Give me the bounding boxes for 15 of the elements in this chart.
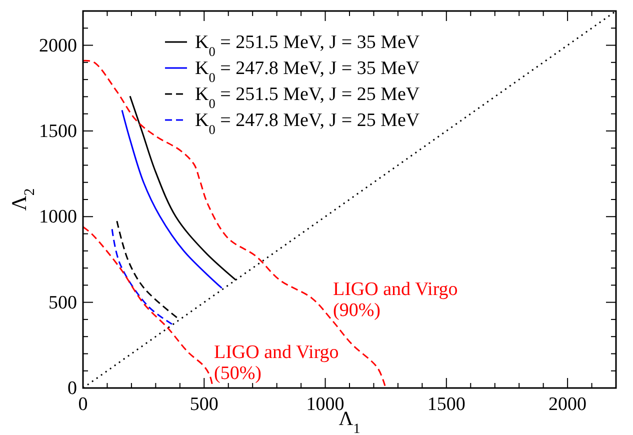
legend-label: K$_{0}$ = 247.8 MeV, J = 35 MeV (195, 58, 420, 84)
x-tick-label: 2000 (548, 394, 587, 415)
annotation: LIGO and Virgo (50%) (214, 342, 339, 384)
legend-label: K$_{0}$ = 247.8 MeV, J = 25 MeV (195, 110, 420, 136)
annotation: LIGO and Virgo (90%) (333, 279, 458, 321)
x-tick-label: 500 (190, 394, 218, 415)
x-tick-label: 1500 (427, 394, 466, 415)
y-tick-label: 500 (48, 292, 77, 314)
legend-label: K$_{0}$ = 251.5 MeV, J = 35 MeV (195, 32, 420, 58)
y-tick-label: 0 (68, 378, 77, 399)
x-tick-label: 1000 (306, 394, 344, 415)
y-tick-label: 2000 (39, 35, 77, 56)
y-tick-label: 1000 (39, 206, 77, 228)
y-tick-label: 1500 (39, 120, 77, 142)
legend-label: K$_{0}$ = 251.5 MeV, J = 25 MeV (195, 84, 420, 110)
